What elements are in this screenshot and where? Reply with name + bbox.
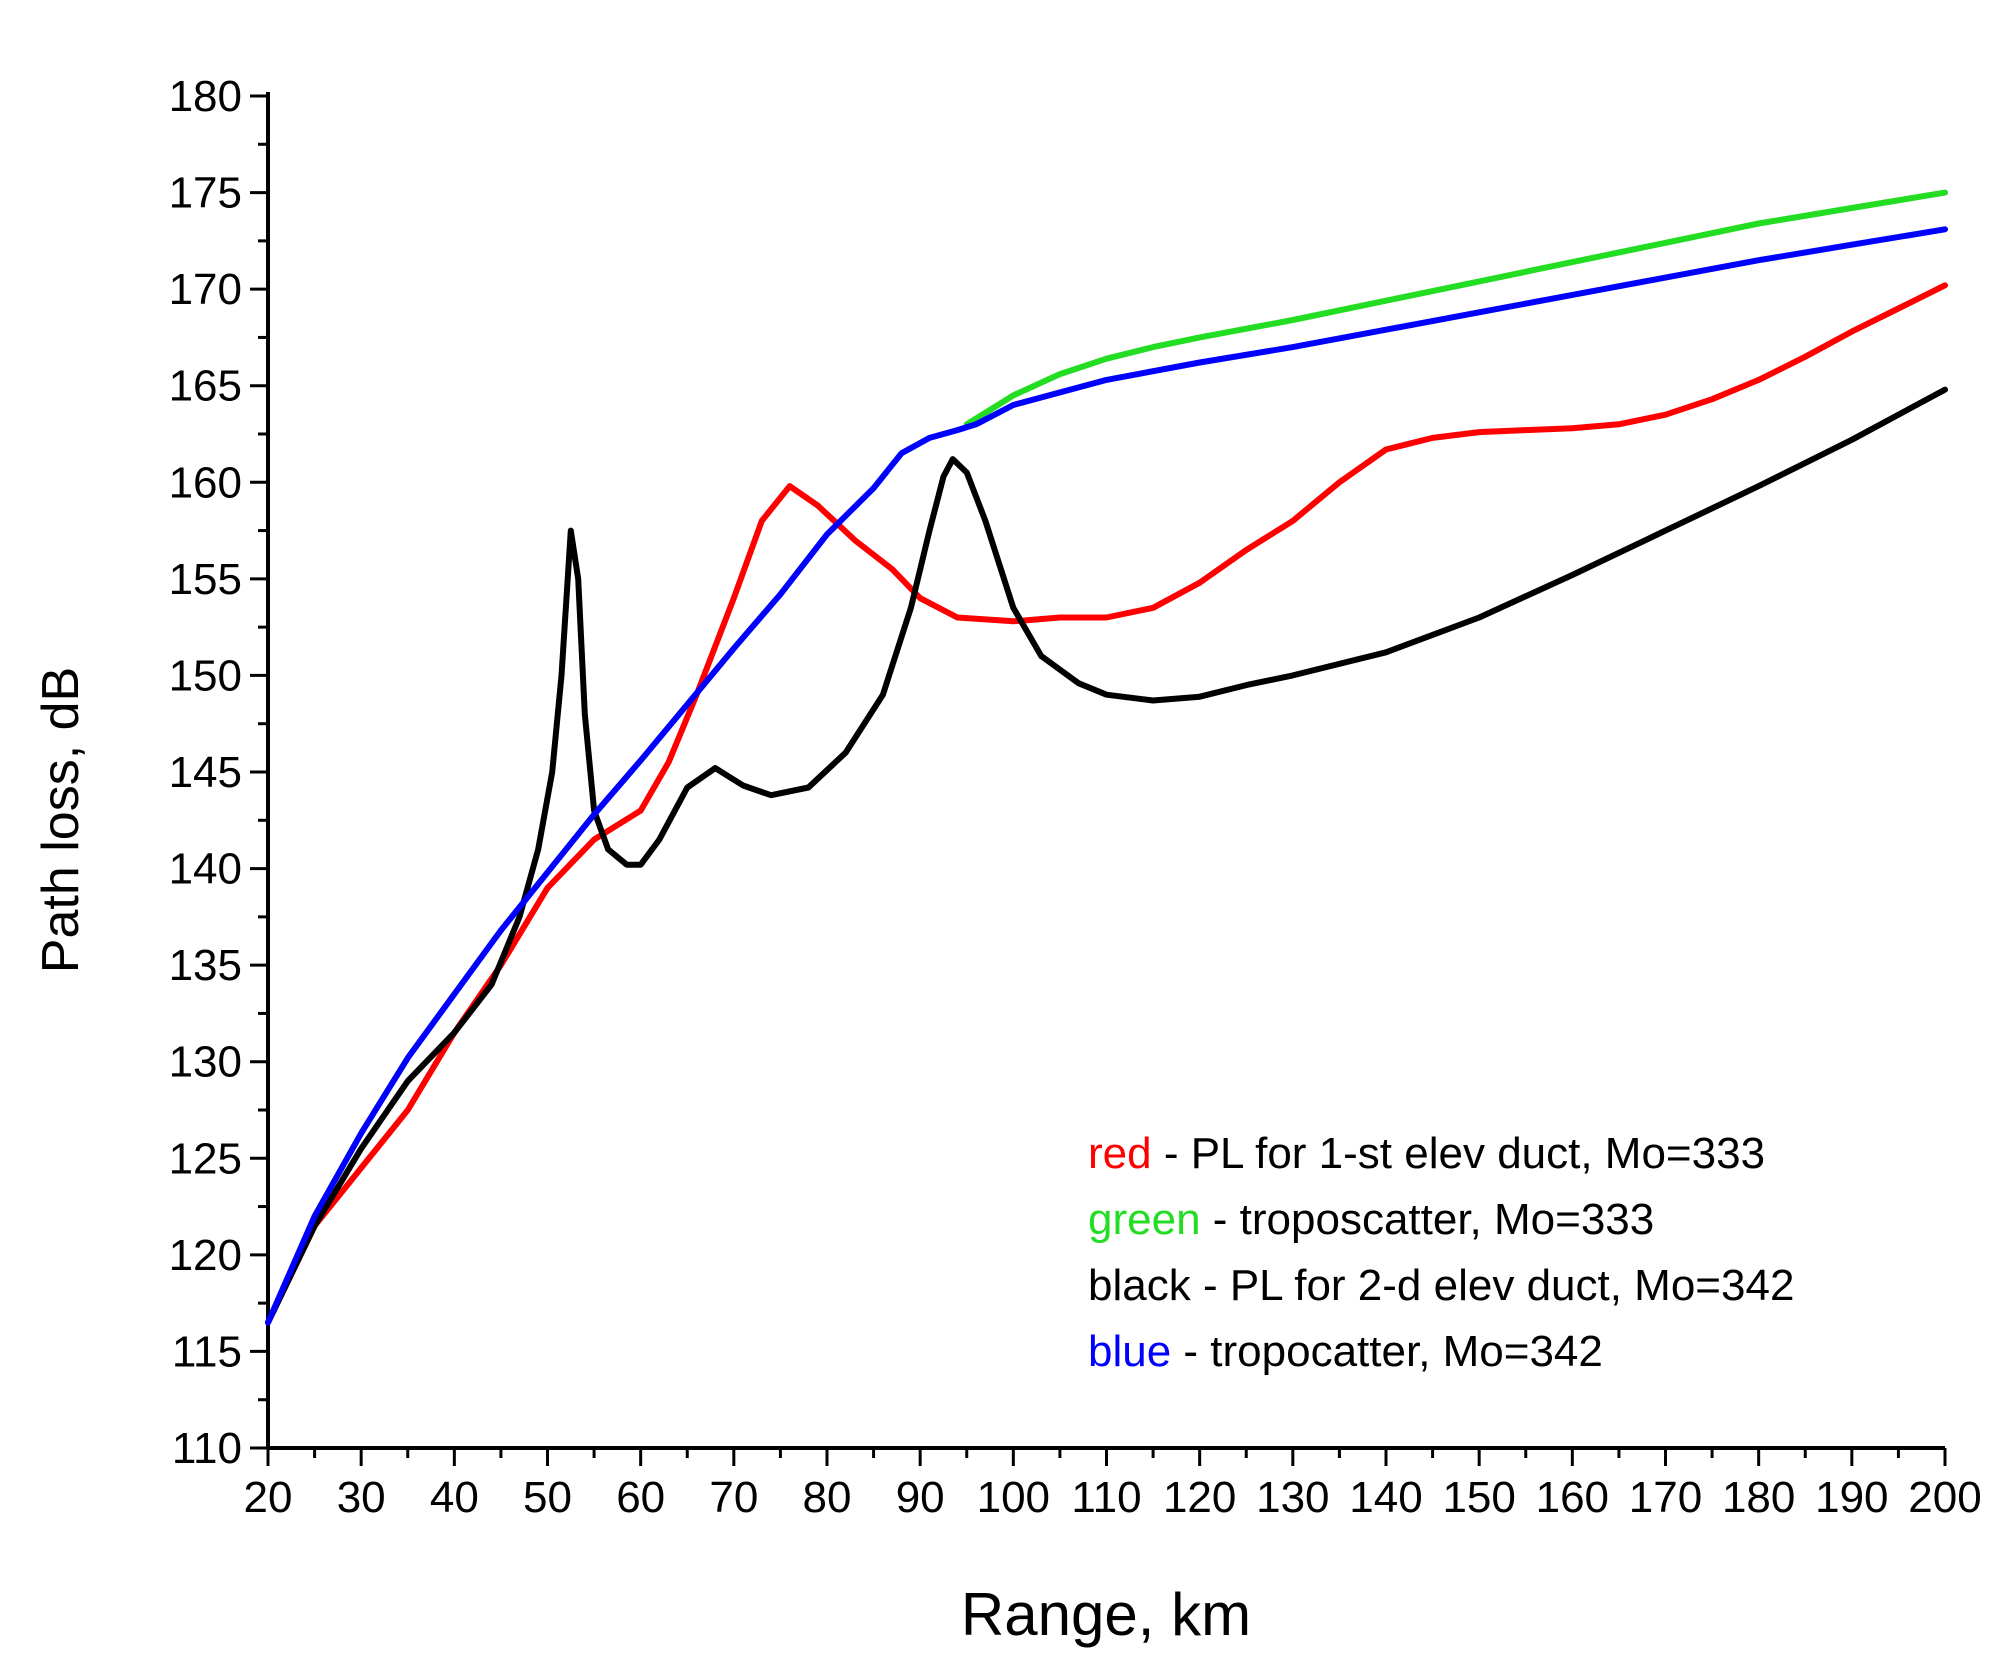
legend-label-green: - troposcatter, Mo=333 — [1201, 1195, 1655, 1244]
legend-label-blue: - tropocatter, Mo=342 — [1171, 1327, 1603, 1376]
x-tick-label: 80 — [803, 1473, 852, 1522]
y-tick-label: 175 — [169, 169, 242, 218]
x-tick-label: 30 — [337, 1473, 386, 1522]
x-tick-label: 60 — [616, 1473, 665, 1522]
legend-key-black: black — [1088, 1261, 1192, 1310]
y-tick-label: 160 — [169, 458, 242, 507]
legend-key-blue: blue — [1088, 1327, 1171, 1376]
x-tick-label: 150 — [1442, 1473, 1515, 1522]
y-tick-label: 155 — [169, 555, 242, 604]
y-tick-label: 180 — [169, 72, 242, 121]
y-tick-label: 165 — [169, 362, 242, 411]
legend: red - PL for 1-st elev duct, Mo=333 green… — [1088, 1129, 1794, 1376]
y-tick-label: 115 — [172, 1327, 242, 1376]
legend-label-black: - PL for 2-d elev duct, Mo=342 — [1191, 1261, 1795, 1310]
x-tick-label: 190 — [1815, 1473, 1888, 1522]
x-tick-label: 130 — [1256, 1473, 1329, 1522]
y-tick-label: 130 — [169, 1038, 242, 1087]
y-axis-title: Path loss, dB — [32, 667, 90, 973]
x-tick-label: 160 — [1536, 1473, 1609, 1522]
x-tick-label: 170 — [1629, 1473, 1702, 1522]
x-tick-label: 90 — [896, 1473, 945, 1522]
x-tick-label: 120 — [1163, 1473, 1236, 1522]
x-tick-label: 20 — [244, 1473, 293, 1522]
series-line-green — [963, 189, 1948, 428]
y-tick-label: 120 — [169, 1231, 242, 1280]
y-tick-label: 110 — [172, 1424, 242, 1473]
legend-label-red: - PL for 1-st elev duct, Mo=333 — [1152, 1129, 1765, 1178]
series-group — [265, 189, 1948, 1326]
series-line-red — [265, 282, 1948, 1326]
y-tick-label: 140 — [169, 845, 242, 894]
x-tick-label: 40 — [430, 1473, 479, 1522]
x-tick-label: 100 — [977, 1473, 1050, 1522]
legend-key-green: green — [1088, 1195, 1201, 1244]
y-tick-label: 170 — [169, 265, 242, 314]
x-tick-label: 200 — [1908, 1473, 1981, 1522]
x-tick-label: 50 — [523, 1473, 572, 1522]
x-tick-label: 140 — [1349, 1473, 1422, 1522]
x-axis-title: Range, km — [961, 1581, 1251, 1648]
x-tick-label: 110 — [1071, 1473, 1141, 1522]
legend-entry-green: green - troposcatter, Mo=333 — [1088, 1195, 1654, 1244]
x-tick-label: 70 — [709, 1473, 758, 1522]
y-tick-label: 135 — [169, 941, 242, 990]
y-tick-label: 145 — [169, 748, 242, 797]
series-line-black — [265, 386, 1948, 1326]
series-line-blue — [265, 226, 1948, 1326]
x-tick-label: 180 — [1722, 1473, 1795, 1522]
y-tick-label: 125 — [169, 1134, 242, 1183]
axes: 110 115 120 125 130 135 140 145 150 155 160 165 170 1… — [169, 72, 1982, 1522]
legend-entry-black: black - PL for 2-d elev duct, Mo=342 — [1088, 1261, 1794, 1310]
legend-key-red: red — [1088, 1129, 1152, 1178]
y-tick-label: 150 — [169, 651, 242, 700]
legend-entry-blue: blue - tropocatter, Mo=342 — [1088, 1327, 1603, 1376]
legend-entry-red: red - PL for 1-st elev duct, Mo=333 — [1088, 1129, 1765, 1178]
